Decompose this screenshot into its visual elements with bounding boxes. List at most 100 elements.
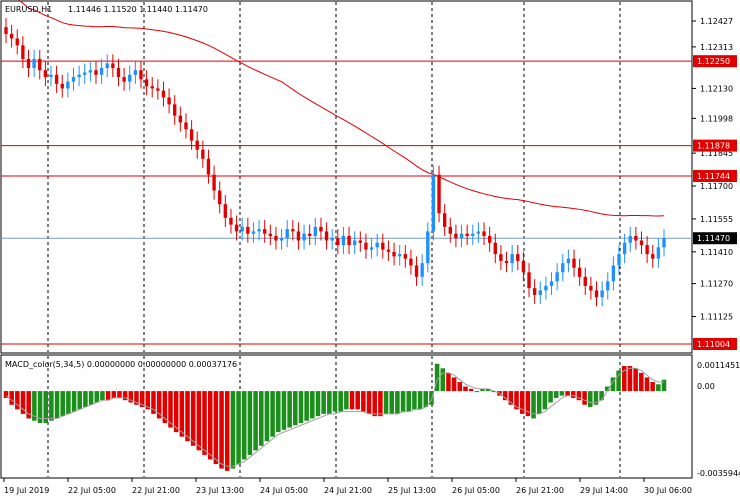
candle-body xyxy=(431,174,436,232)
candle-body xyxy=(454,233,458,239)
macd-bar xyxy=(406,391,412,412)
candle-body xyxy=(161,90,166,98)
level-tag xyxy=(693,338,737,350)
macd-bar xyxy=(587,391,593,408)
macd-bar xyxy=(548,391,553,403)
time-tick-label: 25 Jul 13:00 xyxy=(388,486,436,495)
candle-body xyxy=(54,74,59,84)
level-tag xyxy=(693,232,737,245)
candle-body xyxy=(21,45,25,59)
macd-bar xyxy=(446,372,451,392)
candle-body xyxy=(139,70,143,80)
price-tick-label: 1.11845 xyxy=(700,149,733,158)
price-tick-label: 1.11270 xyxy=(700,280,733,289)
macd-signal-line xyxy=(5,367,664,467)
macd-bar xyxy=(327,391,332,414)
macd-bar xyxy=(9,391,14,405)
macd-bar xyxy=(105,391,111,401)
macd-axis: 0.0011451 0.00 -0.0035944 xyxy=(697,361,740,478)
macd-bar xyxy=(304,391,309,421)
macd-bar xyxy=(514,391,519,410)
candle-body xyxy=(302,233,306,241)
macd-bar xyxy=(281,391,287,430)
candle-body xyxy=(482,231,486,236)
macd-bar xyxy=(536,391,542,414)
macd-pane[interactable] xyxy=(0,354,693,479)
macd-bar xyxy=(298,391,304,423)
macd-bar xyxy=(253,391,258,451)
candle-body xyxy=(437,174,441,214)
level-tag-label: 1.11470 xyxy=(697,234,730,243)
candle-body xyxy=(178,115,183,123)
candle-body xyxy=(347,235,351,246)
candle-body xyxy=(487,235,492,243)
level-tag-label: 1.11004 xyxy=(697,340,730,349)
candle-body xyxy=(656,247,661,259)
candle-body xyxy=(516,254,520,261)
candle-body xyxy=(538,290,542,295)
candle-body xyxy=(167,97,171,105)
candle-body xyxy=(651,254,655,259)
candle-body xyxy=(622,242,627,255)
macd-bar xyxy=(122,391,128,401)
macd-bar xyxy=(264,391,270,442)
macd-bar xyxy=(213,391,219,465)
candle-body xyxy=(566,258,571,264)
macd-bar xyxy=(650,381,655,392)
macd-bar xyxy=(77,391,83,410)
macd-scale-zero: 0.00 xyxy=(697,382,715,391)
candle-body xyxy=(88,70,93,73)
macd-bar xyxy=(417,391,423,410)
macd-bar xyxy=(185,391,190,442)
macd-scale-top: 0.0011451 xyxy=(697,361,740,370)
macd-bar xyxy=(412,391,417,410)
macd-bar xyxy=(94,391,100,403)
macd-bar xyxy=(383,391,389,414)
candle-body xyxy=(60,83,64,89)
macd-scale-bottom: -0.0035944 xyxy=(697,469,740,478)
candle-body xyxy=(223,204,228,218)
macd-bar xyxy=(37,391,43,423)
candle-body xyxy=(296,231,301,241)
level-tag xyxy=(693,170,737,183)
candle-body xyxy=(352,240,357,246)
macd-bar xyxy=(139,391,145,408)
macd-bar xyxy=(293,391,298,426)
time-tick-label: 30 Jul 06:00 xyxy=(644,486,692,495)
price-pane[interactable] xyxy=(0,0,693,354)
macd-bar xyxy=(202,391,207,455)
macd-bar xyxy=(644,377,650,392)
macd-bar xyxy=(542,391,548,410)
candle-body xyxy=(617,254,621,266)
macd-bar xyxy=(162,391,168,423)
candle-body xyxy=(471,233,475,236)
candle-body xyxy=(263,229,267,234)
candle-body xyxy=(4,27,8,34)
price-tick-label: 1.11700 xyxy=(700,182,733,191)
macd-bar xyxy=(656,384,661,392)
candle-body xyxy=(212,174,216,191)
candle-body xyxy=(116,67,121,78)
macd-bar xyxy=(468,388,474,392)
candle-body xyxy=(111,63,115,68)
time-axis: 19 Jul 2019 22 Jul 05:00 22 Jul 21:00 23 Ju… xyxy=(3,478,692,495)
candle-body xyxy=(240,226,244,232)
macd-bar xyxy=(71,391,77,412)
candle-body xyxy=(66,81,70,89)
macd-bar xyxy=(168,391,173,428)
candle-body xyxy=(448,226,452,234)
candle-body xyxy=(375,242,379,248)
macd-bar xyxy=(366,391,372,414)
macd-bar xyxy=(485,388,491,392)
macd-bar xyxy=(553,391,559,398)
candle-body xyxy=(583,276,587,286)
macd-bar xyxy=(179,391,185,437)
candlesticks xyxy=(4,18,666,307)
candle-body xyxy=(555,272,559,282)
macd-bar xyxy=(117,391,122,398)
macd-bar xyxy=(173,391,179,433)
candle-body xyxy=(156,88,160,91)
macd-bar xyxy=(570,391,576,398)
macd-bar xyxy=(134,391,139,405)
